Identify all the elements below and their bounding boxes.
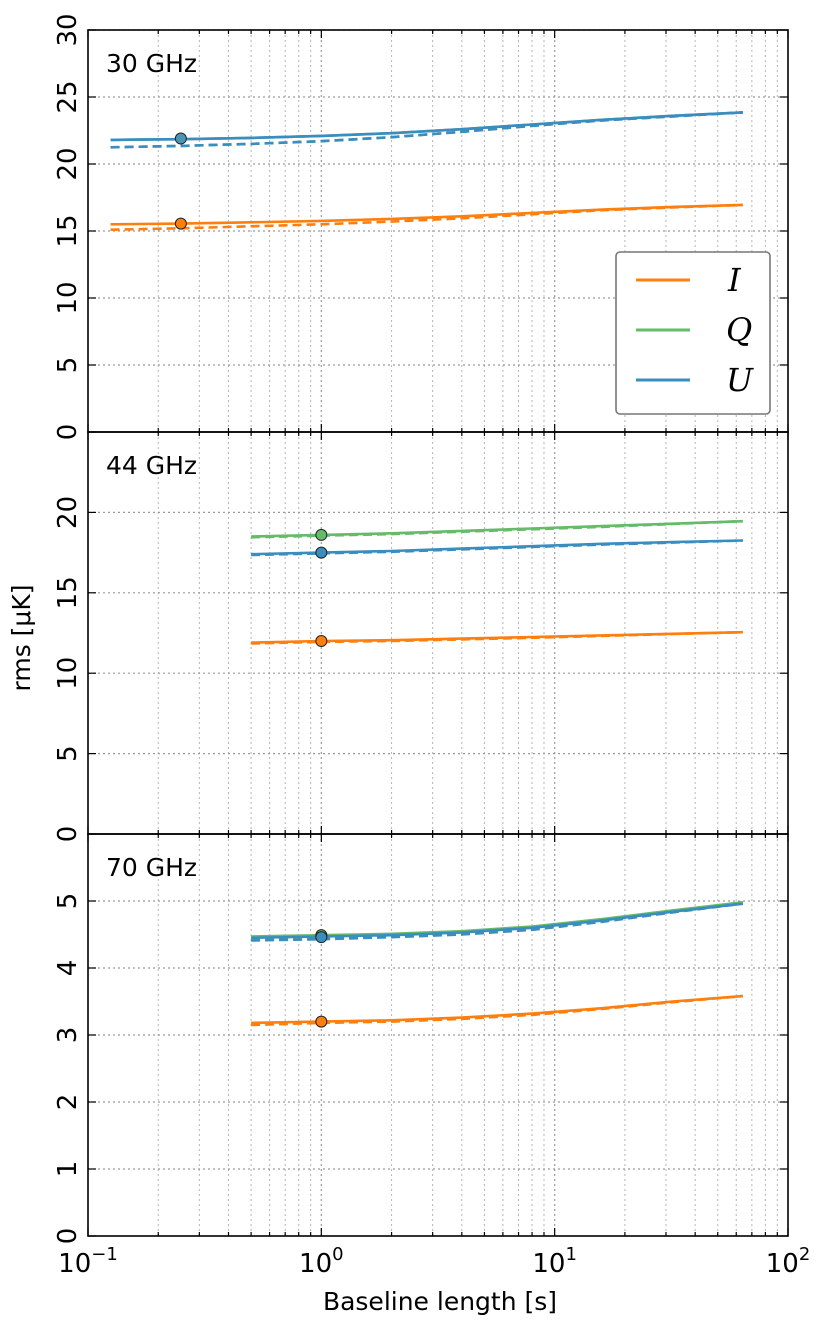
panel-label: 70 GHz [106, 853, 197, 882]
series-line-u-dashed [251, 539, 743, 557]
y-tick-label: 1 [53, 1161, 83, 1178]
legend-label-i: I [727, 261, 742, 299]
x-tick-label: 101 [532, 1244, 577, 1279]
y-tick-label: 25 [53, 80, 83, 113]
y-tick-label: 3 [53, 1027, 83, 1044]
y-tick-label: 4 [53, 960, 83, 977]
data-point-marker [174, 132, 187, 145]
y-tick-label: 5 [53, 745, 83, 762]
data-point-marker [315, 635, 328, 648]
x-tick-label: 102 [766, 1244, 811, 1279]
y-tick-label: 20 [53, 496, 83, 529]
x-tick-label: 10−1 [58, 1244, 118, 1279]
x-axis-title: Baseline length [s] [323, 1287, 557, 1316]
data-point-marker [315, 546, 328, 559]
y-tick-label: 15 [53, 214, 83, 247]
series-line-i-dashed [251, 630, 743, 645]
panel-label: 44 GHz [106, 451, 197, 480]
y-axis-title: rms [μK] [7, 585, 36, 692]
y-tick-label: 10 [53, 281, 83, 314]
data-point-marker [174, 217, 187, 230]
y-tick-label: 10 [53, 657, 83, 690]
y-tick-label: 0 [53, 1228, 83, 1245]
panel-label: 30 GHz [106, 49, 197, 78]
legend: I Q U [615, 251, 771, 415]
y-tick-label: 0 [53, 424, 83, 441]
frame-layer [87, 29, 789, 1237]
y-tick-label: 2 [53, 1094, 83, 1111]
y-tick-label: 5 [53, 357, 83, 374]
series-layer [110, 111, 743, 1028]
data-point-marker [315, 1015, 328, 1028]
series-line-i-dashed [251, 994, 743, 1027]
legend-label-u: U [726, 361, 754, 399]
y-tick-label: 0 [53, 826, 83, 843]
y-tick-label: 20 [53, 147, 83, 180]
data-point-marker [315, 931, 328, 944]
x-tick-label: 100 [299, 1244, 344, 1279]
y-tick-label: 15 [53, 576, 83, 609]
y-tick-label: 5 [53, 893, 83, 910]
series-line-i-dashed [110, 203, 743, 231]
y-tick-label: 30 [53, 13, 83, 46]
legend-label-q: Q [726, 311, 752, 349]
label-layer: 0 5 10 15 20 25 30 30 GHz 0 5 10 15 20 44 GHz 0 1 2 3 4 5 70… [53, 13, 810, 1279]
series-line-u [110, 111, 743, 142]
data-point-marker [315, 528, 328, 541]
series-line-u-dashed [110, 111, 743, 149]
series-line-i [110, 203, 743, 226]
series-line-u-dashed [251, 902, 743, 942]
series-line-q-dashed [251, 519, 743, 539]
legend-frame [615, 251, 771, 415]
